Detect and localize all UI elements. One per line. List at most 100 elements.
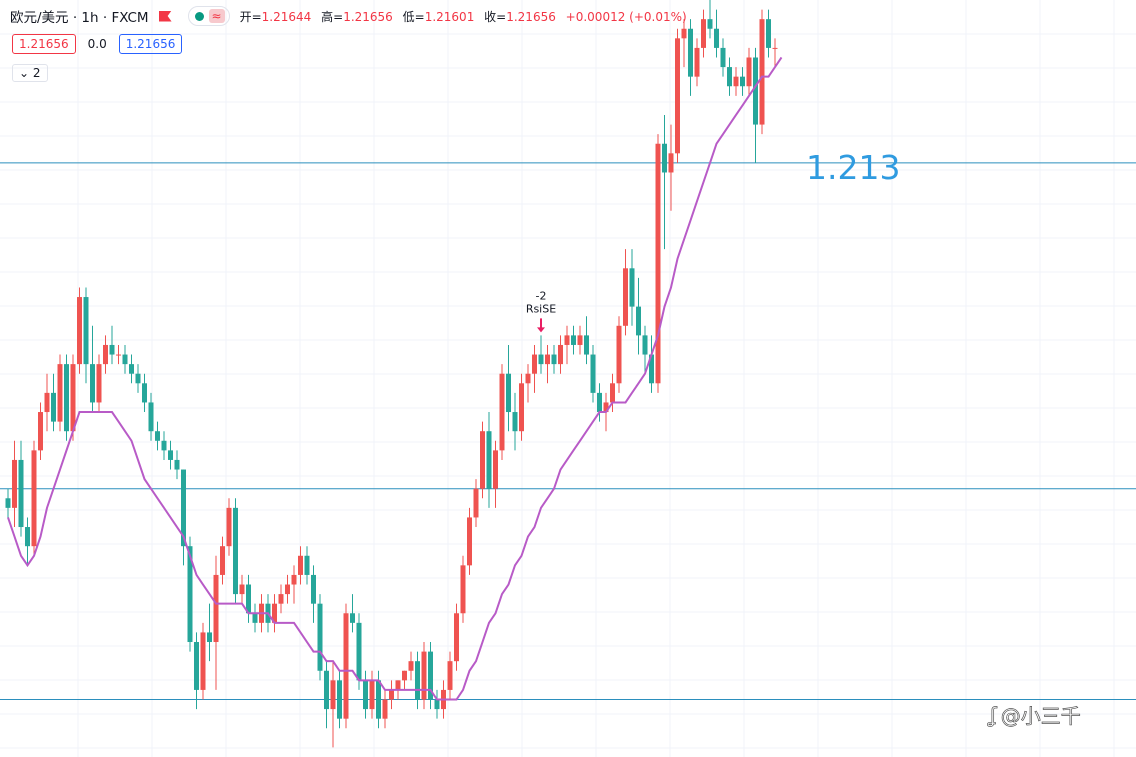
signal-label-bottom: RsiSE: [526, 302, 556, 315]
candle-body: [168, 450, 173, 460]
candle-body: [668, 153, 674, 173]
candle-body: [460, 565, 466, 614]
watermark-text: @小三千: [1000, 704, 1081, 729]
candle-body: [96, 364, 102, 403]
candle-body: [194, 642, 199, 690]
flag-icon[interactable]: [158, 10, 172, 22]
candle-body: [311, 574, 316, 604]
candle-body: [642, 335, 648, 355]
candle-body: [649, 354, 654, 384]
candle-body: [239, 584, 245, 595]
candle-body: [655, 143, 661, 384]
candle-body: [551, 354, 557, 365]
candle-body: [18, 459, 24, 528]
candle-body: [447, 661, 453, 690]
indicators-toggle-button[interactable]: ⌄ 2: [12, 64, 48, 82]
candle-body: [350, 613, 355, 623]
candle-body: [233, 507, 238, 595]
candle-body: [733, 76, 739, 87]
sell-price-box[interactable]: 1.21656: [12, 34, 76, 54]
buy-price-box[interactable]: 1.21656: [118, 34, 183, 54]
candle-body: [220, 546, 225, 575]
candle-body: [688, 28, 693, 77]
candle-body: [317, 603, 323, 671]
candle-body: [746, 57, 752, 87]
candle-body: [467, 517, 472, 566]
candle-body: [545, 354, 550, 365]
candle-body: [473, 488, 479, 518]
low-label: 低=: [402, 9, 425, 24]
candle-body: [376, 680, 381, 719]
candle-body: [12, 459, 17, 508]
candle-body: [25, 527, 30, 547]
candle-body: [122, 354, 128, 365]
candle-body: [181, 469, 186, 547]
candle-body: [129, 364, 134, 374]
change-value: +0.00012 (+0.01%): [565, 9, 687, 24]
candle-body: [83, 297, 89, 365]
candle-body: [701, 19, 706, 48]
candle-body: [506, 373, 511, 413]
candle-body: [707, 19, 713, 29]
wave-icon: ≈: [208, 9, 225, 23]
candle-body: [324, 670, 329, 710]
status-pill[interactable]: ≈: [187, 6, 230, 26]
candle-body: [525, 373, 531, 384]
candle-body: [155, 431, 160, 441]
candle-body: [5, 498, 11, 508]
candle-body: [135, 373, 141, 384]
candle-body: [272, 603, 277, 623]
candle-body: [694, 47, 700, 77]
candle-body: [382, 699, 388, 719]
candle-body: [434, 699, 440, 710]
close-label: 收=: [484, 9, 507, 24]
candle-body: [330, 680, 336, 710]
candle-body: [337, 680, 342, 719]
candle-body: [343, 613, 349, 719]
candle-body: [597, 392, 602, 413]
candle-body: [213, 574, 219, 643]
level-annotation: 1.213: [806, 148, 900, 187]
candle-body: [415, 661, 420, 700]
candle-body: [402, 670, 407, 681]
candle-body: [675, 38, 680, 154]
candle-body: [571, 335, 576, 345]
symbol-title[interactable]: 欧元/美元 · 1h · FXCM: [10, 10, 149, 26]
candle-body: [532, 354, 537, 374]
candle-body: [623, 268, 628, 326]
candle-body: [662, 143, 667, 173]
candle-body: [486, 431, 492, 489]
signal-label-top: -2: [536, 289, 547, 302]
candle-body: [681, 28, 687, 39]
candle-body: [363, 680, 368, 710]
weibo-logo-icon: ʆ: [990, 702, 997, 727]
candle-body: [226, 507, 232, 547]
candle-body: [564, 335, 570, 345]
candle-body: [766, 19, 771, 48]
candle-body: [38, 412, 43, 451]
chevron-down-icon: ⌄: [19, 66, 30, 80]
candle-body: [304, 555, 310, 575]
high-value: 1.21656: [343, 9, 393, 24]
candle-body: [187, 546, 193, 643]
candle-body: [285, 584, 290, 595]
candle-body: [369, 680, 375, 710]
candle-body: [421, 651, 427, 700]
candle-body: [499, 373, 505, 451]
candle-body: [70, 364, 76, 432]
candle-body: [727, 67, 732, 87]
candle-body: [740, 76, 745, 87]
candle-body: [64, 364, 69, 432]
candle-body: [389, 689, 394, 700]
candle-body: [519, 383, 524, 432]
candle-body: [603, 402, 609, 413]
candle-body: [356, 622, 362, 681]
high-label: 高=: [321, 9, 344, 24]
open-label: 开=: [239, 9, 262, 24]
candle-body: [278, 594, 284, 604]
candle-body: [610, 383, 615, 403]
candle-body: [753, 57, 758, 125]
candle-body: [590, 354, 596, 393]
